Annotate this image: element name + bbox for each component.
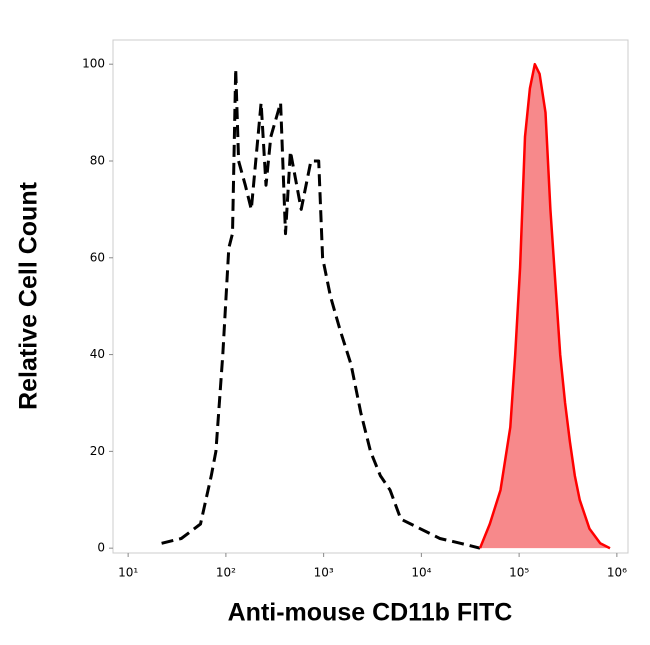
histogram-area	[480, 64, 610, 549]
histogram-line	[161, 67, 481, 550]
x-tick-label: 10⁶	[607, 566, 627, 580]
x-tick-label: 10²	[216, 566, 236, 580]
y-tick-label: 0	[97, 541, 105, 555]
y-tick-label: 80	[90, 153, 105, 167]
plot-frame	[112, 39, 629, 554]
x-tick-label: 10³	[314, 566, 334, 580]
y-tick-label: 20	[90, 444, 105, 458]
y-axis-title: Relative Cell Count	[15, 181, 43, 409]
x-tick-label: 10⁵	[509, 566, 529, 580]
x-axis-title: Anti-mouse CD11b FITC	[228, 599, 513, 627]
y-tick-label: 60	[90, 250, 105, 264]
x-tick-label: 10¹	[118, 566, 138, 580]
y-tick-label: 100	[82, 57, 105, 71]
x-tick-label: 10⁴	[411, 566, 431, 580]
histogram-line	[478, 62, 611, 550]
y-tick-label: 40	[90, 347, 105, 361]
